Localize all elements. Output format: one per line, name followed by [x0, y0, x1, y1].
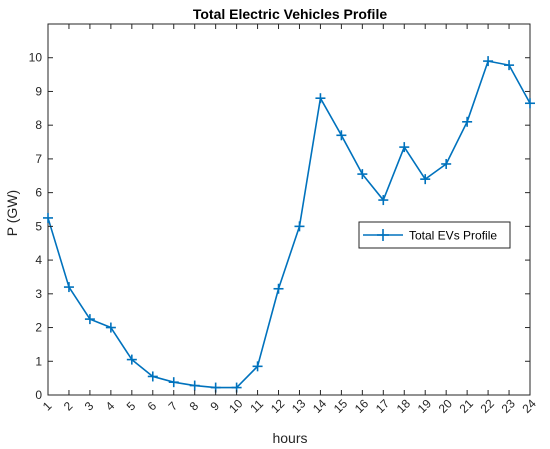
data-point-marker [168, 377, 179, 388]
y-tick-label: 6 [35, 186, 42, 200]
data-point-marker [399, 142, 410, 153]
x-tick-label: 4 [103, 399, 118, 414]
data-point-marker [84, 314, 95, 325]
x-tick-label: 8 [187, 399, 202, 414]
data-point-marker [189, 380, 200, 391]
x-tick-label: 21 [457, 396, 477, 416]
y-axis-label: P (GW) [4, 190, 20, 236]
data-point-marker [294, 221, 305, 232]
data-point-marker [105, 322, 116, 333]
x-tick-label: 12 [268, 396, 288, 416]
x-tick-label: 17 [373, 396, 393, 416]
data-point-marker [252, 361, 263, 372]
series-line [47, 60, 531, 389]
x-tick-label: 3 [82, 399, 97, 414]
x-tick-label: 7 [166, 399, 181, 414]
y-tick-label: 8 [35, 118, 42, 132]
x-axis-label: hours [272, 430, 307, 446]
x-tick-label: 14 [310, 396, 330, 416]
x-tick-label: 23 [499, 396, 519, 416]
y-tick-label: 7 [35, 152, 42, 166]
data-point-marker [126, 354, 137, 365]
x-tick-label: 5 [124, 399, 139, 414]
x-tick-label: 18 [394, 396, 414, 416]
data-point-marker [273, 283, 284, 294]
x-tick-label: 2 [61, 399, 76, 414]
data-point-marker [462, 116, 473, 127]
x-tick-label: 15 [331, 396, 351, 416]
x-tick-label: 1 [40, 399, 55, 414]
data-point-marker [378, 195, 389, 206]
y-tick-label: 9 [35, 84, 42, 98]
x-tick-label: 16 [352, 396, 372, 416]
data-point-marker [525, 98, 535, 109]
x-tick-label: 13 [289, 396, 309, 416]
x-tick-label: 20 [436, 396, 456, 416]
y-tick-label: 4 [35, 253, 42, 267]
x-tick-label: 11 [247, 397, 266, 416]
data-point-marker [357, 169, 368, 180]
legend-entry-label: Total EVs Profile [409, 229, 497, 243]
x-tick-label: 24 [519, 396, 539, 416]
x-tick-label: 9 [208, 399, 223, 414]
chart-title: Total Electric Vehicles Profile [193, 6, 387, 22]
x-tick-label: 19 [415, 396, 435, 416]
plot-area [48, 24, 530, 395]
legend: Total EVs Profile [358, 221, 511, 249]
data-point-marker [336, 130, 347, 141]
data-point-marker [420, 174, 431, 185]
x-tick-label: 22 [478, 396, 498, 416]
data-point-marker [63, 282, 74, 293]
data-point-marker [441, 158, 452, 169]
y-tick-label: 10 [29, 51, 43, 65]
x-tick-label: 10 [226, 396, 246, 416]
y-tick-label: 2 [35, 321, 42, 335]
axes-box [47, 23, 531, 396]
data-point-marker [483, 56, 494, 67]
data-point-marker [43, 212, 53, 223]
x-tick-label: 6 [145, 399, 160, 414]
data-point-marker [504, 60, 515, 71]
data-point-marker [315, 93, 326, 104]
y-tick-label: 3 [35, 287, 42, 301]
y-tick-label: 5 [35, 219, 42, 233]
y-tick-label: 0 [35, 388, 42, 402]
data-point-marker [147, 371, 158, 382]
y-tick-label: 1 [35, 354, 42, 368]
